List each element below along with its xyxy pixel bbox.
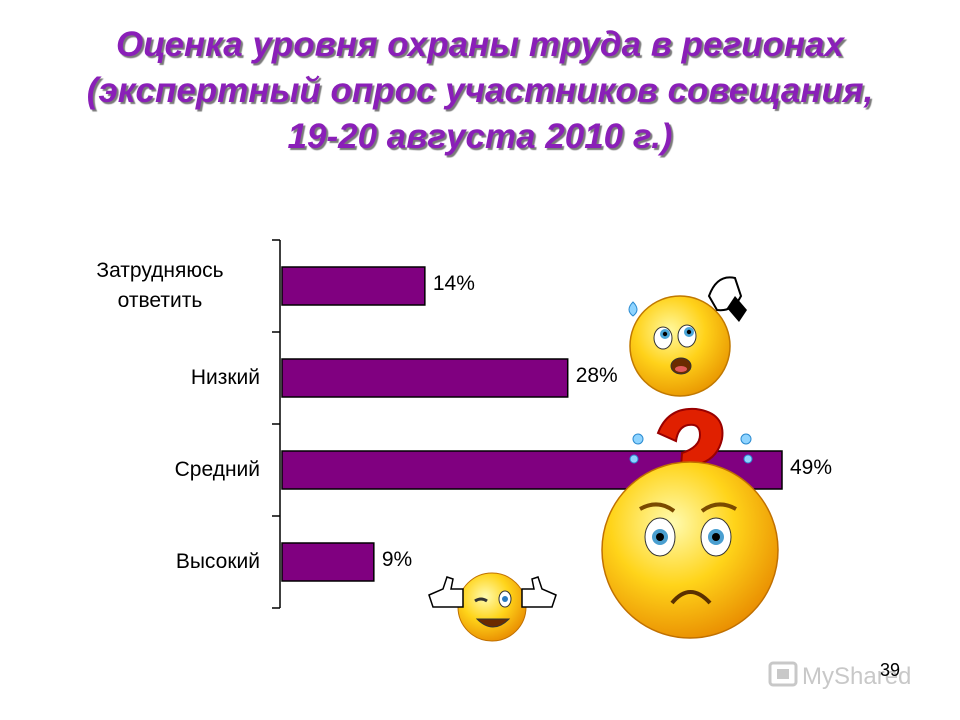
value-label: 28%	[575, 364, 618, 387]
bar	[281, 266, 426, 306]
title-line-2: (экспертный опрос участников совещания,	[86, 71, 874, 110]
thumbs-up-smiley-icon	[428, 572, 557, 642]
category-label: Затрудняюсь ответить	[60, 256, 260, 316]
myshared-logo: MyShared	[768, 661, 911, 690]
value-label: 14%	[432, 272, 475, 295]
title-line-1: Оценка уровня охраны труда в регионах	[116, 25, 844, 64]
category-label: Высокий	[60, 547, 260, 577]
category-label-line: Средний	[174, 458, 260, 481]
category-label: Низкий	[60, 363, 260, 393]
slide-title: Оценка уровня охраны труда в регионах (э…	[0, 22, 960, 160]
watermark-text: MyShared	[802, 663, 911, 690]
confused-smiley-icon	[601, 407, 779, 639]
value-label: 49%	[790, 456, 833, 479]
category-label-line: Затрудняюсь	[96, 259, 224, 282]
category-label-line: Высокий	[175, 550, 260, 573]
category-label-line: ответить	[117, 289, 203, 312]
category-label-line: Низкий	[190, 366, 260, 389]
bar	[281, 542, 375, 582]
page-number: 39	[880, 660, 901, 680]
worried-smiley-icon	[628, 276, 747, 397]
bar	[281, 358, 569, 398]
category-label: Средний	[60, 455, 260, 485]
title-line-3: 19-20 августа 2010 г.)	[287, 117, 673, 156]
value-label: 9%	[381, 548, 413, 571]
